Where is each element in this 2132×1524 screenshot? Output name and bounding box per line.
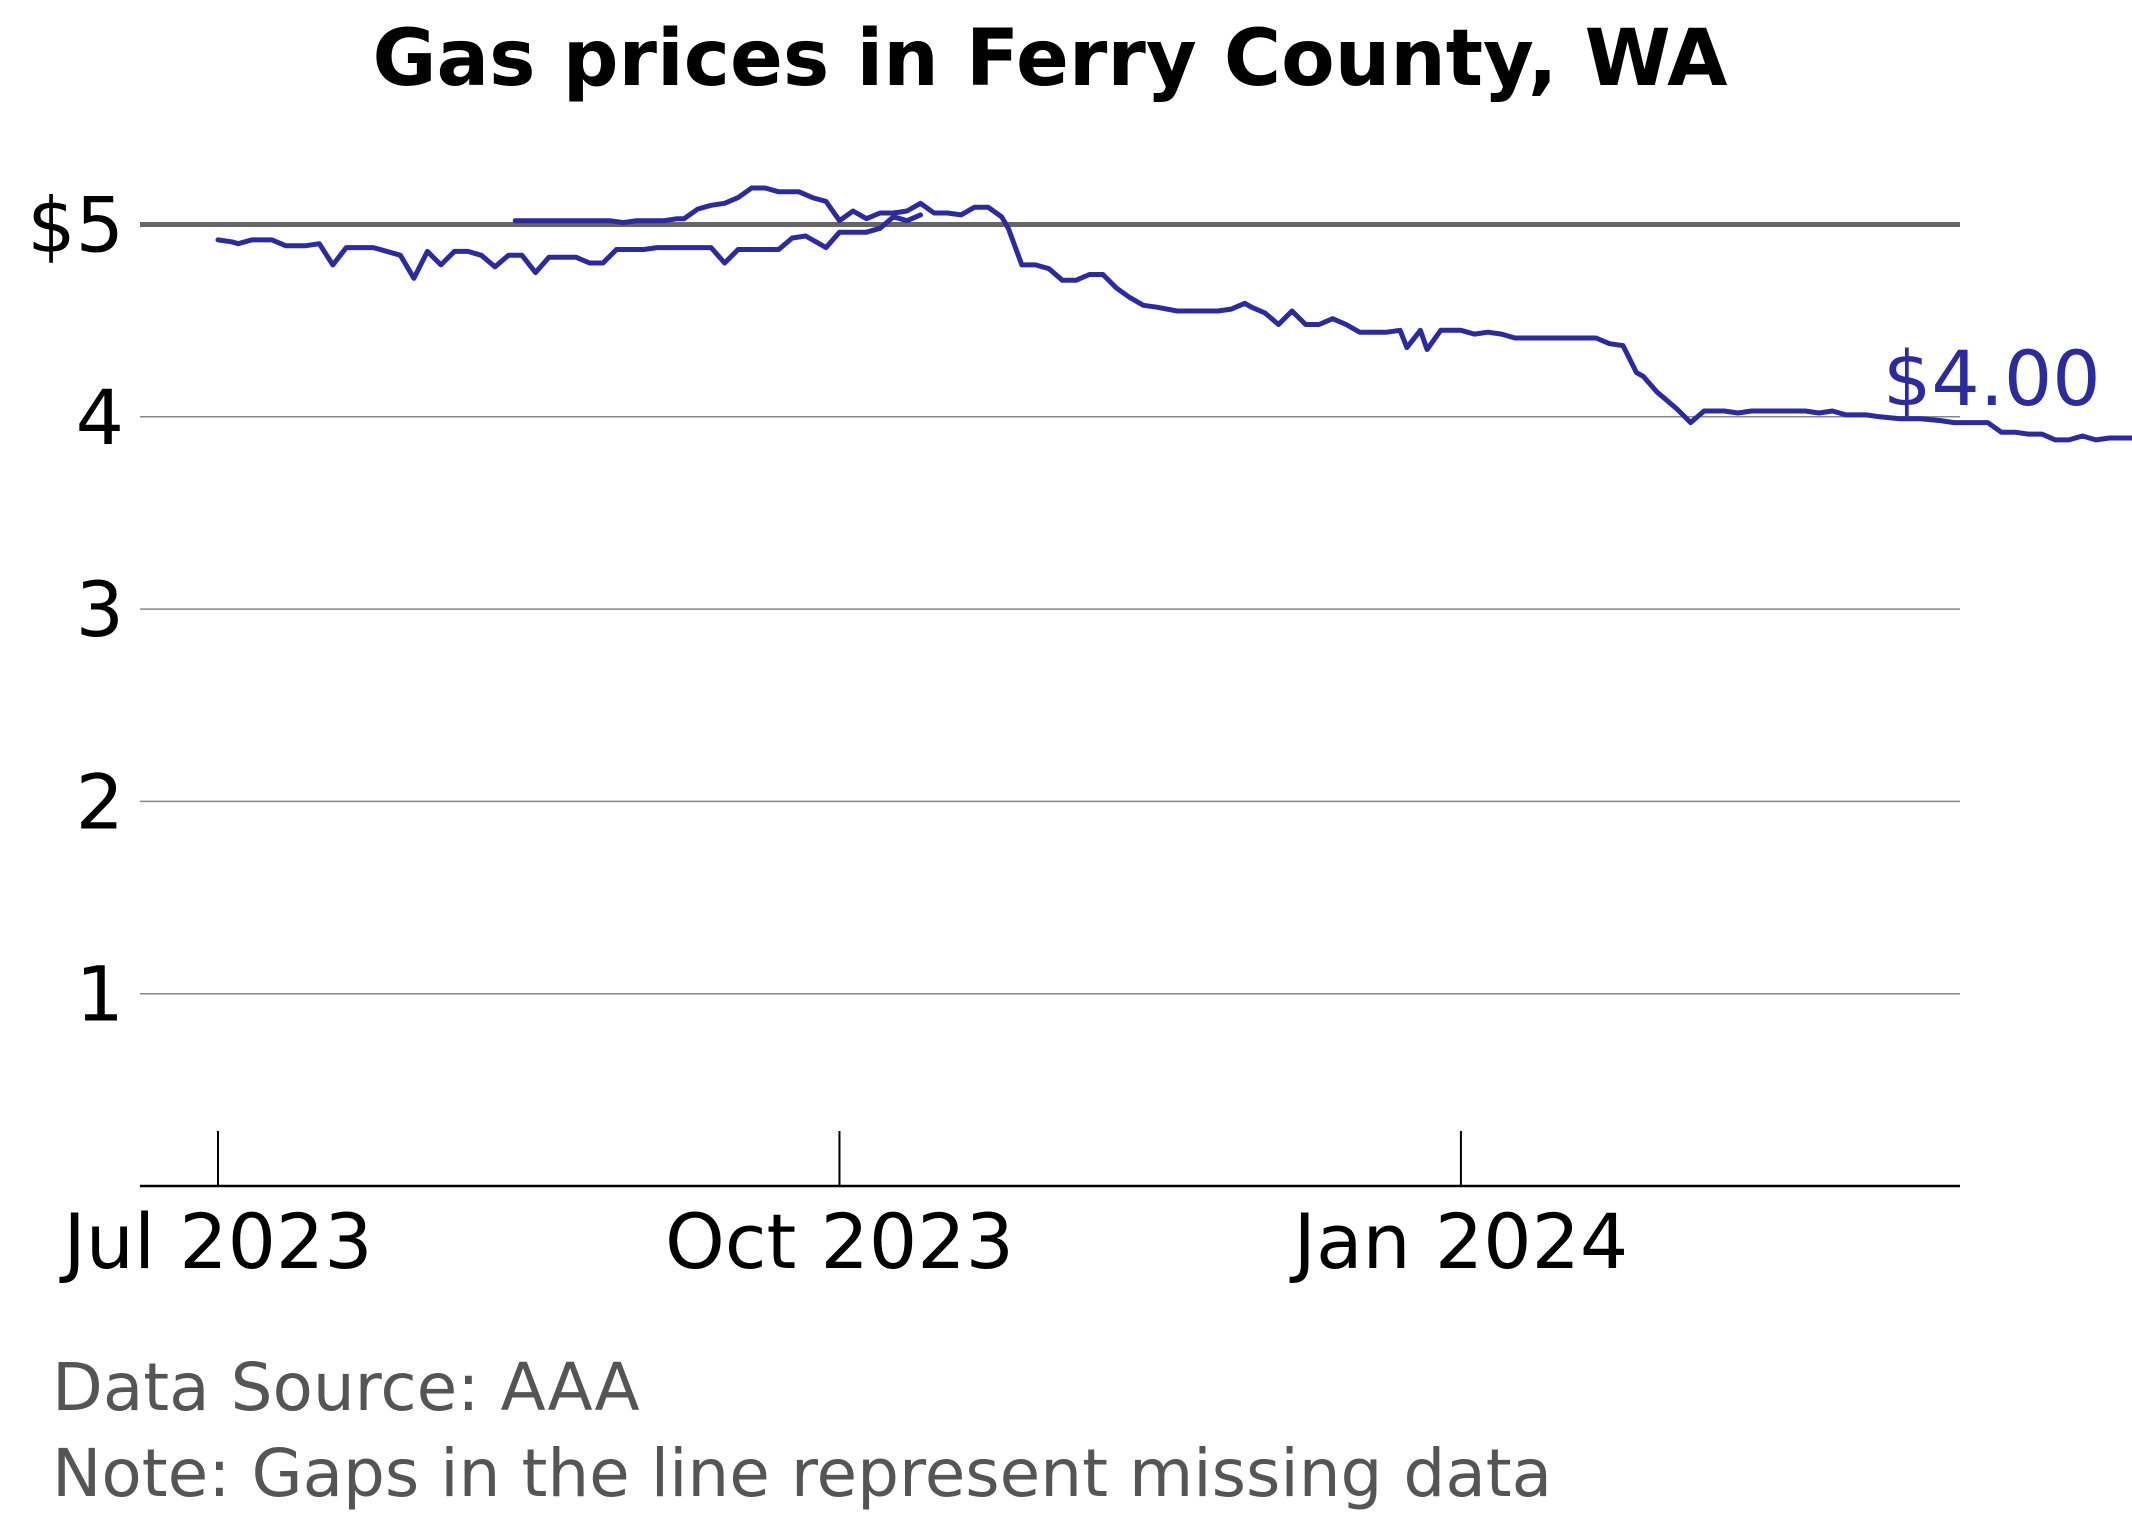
gridlines [140,222,1960,995]
y-tick-label: 3 [76,565,124,654]
x-tick-label: Jan 2024 [1290,1197,1629,1286]
x-axis-ticks: Jul 2023 Oct 2023 Jan 2024 [59,1131,1628,1286]
price-series [215,185,2132,443]
y-axis-ticks: 1 2 3 4 $5 [27,181,124,1039]
chart-title: Gas prices in Ferry County, WA [372,14,1727,104]
x-tick-label: Jul 2023 [59,1197,372,1286]
price-line-segment-2 [512,185,2132,443]
y-tick-label: 4 [76,373,124,462]
data-source-note: Data Source: AAA [52,1349,640,1426]
last-value-label: $4.00 [1883,334,2101,423]
missing-data-note: Note: Gaps in the line represent missing… [52,1435,1552,1512]
y-tick-label: 1 [76,950,124,1039]
x-tick-label: Oct 2023 [665,1197,1014,1286]
y-tick-label: $5 [27,181,124,270]
price-line-segment-1 [215,212,923,281]
y-tick-label: 2 [76,757,124,846]
